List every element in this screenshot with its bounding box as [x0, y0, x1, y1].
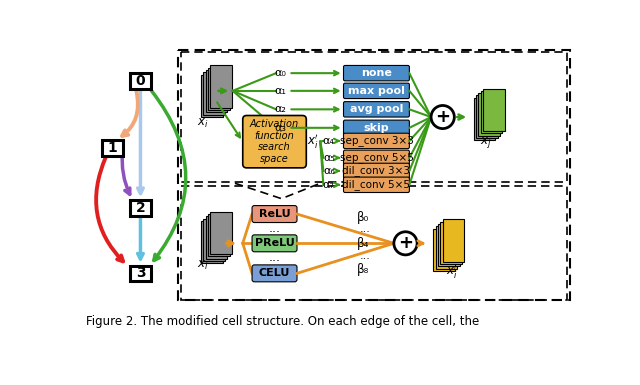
Bar: [208, 68, 230, 110]
Bar: [205, 70, 227, 112]
Bar: [204, 219, 225, 261]
Text: 2: 2: [136, 201, 145, 215]
Bar: [210, 212, 232, 254]
Text: ...: ...: [269, 222, 280, 235]
FancyBboxPatch shape: [344, 102, 410, 117]
Text: +: +: [435, 108, 450, 126]
Bar: [481, 91, 502, 133]
Bar: [180, 186, 568, 300]
Text: $x_i$: $x_i$: [196, 117, 208, 130]
Text: ReLU: ReLU: [259, 209, 291, 219]
Bar: [478, 93, 500, 136]
FancyBboxPatch shape: [344, 65, 410, 81]
Text: dil_conv 3×3: dil_conv 3×3: [342, 166, 410, 176]
FancyBboxPatch shape: [344, 133, 410, 149]
Text: $x_j$: $x_j$: [481, 135, 492, 150]
Circle shape: [394, 232, 417, 255]
Text: β₈: β₈: [356, 263, 369, 276]
Text: 1: 1: [108, 141, 117, 155]
Text: $x_i'$: $x_i'$: [307, 133, 319, 151]
Text: PReLU: PReLU: [255, 238, 294, 248]
FancyBboxPatch shape: [344, 83, 410, 99]
FancyBboxPatch shape: [344, 120, 410, 136]
Bar: [179, 50, 570, 300]
Bar: [210, 65, 232, 108]
Text: max pool: max pool: [348, 86, 405, 96]
Text: β₀: β₀: [356, 211, 369, 224]
Text: α₂: α₂: [275, 104, 287, 114]
Text: Figure 2. The modified cell structure. On each edge of the cell, the: Figure 2. The modified cell structure. O…: [86, 315, 479, 328]
Bar: [201, 75, 223, 117]
Bar: [474, 98, 495, 140]
Bar: [208, 214, 230, 256]
Text: ...: ...: [269, 251, 280, 264]
Circle shape: [431, 105, 454, 129]
Bar: [129, 73, 151, 89]
Bar: [476, 95, 498, 138]
FancyBboxPatch shape: [252, 265, 297, 282]
Bar: [180, 52, 568, 182]
Bar: [483, 89, 505, 131]
Text: ...: ...: [360, 251, 371, 261]
Text: α₅: α₅: [323, 153, 335, 163]
Bar: [440, 222, 462, 264]
Text: ...: ...: [360, 224, 371, 234]
Text: Activation
function
search
space: Activation function search space: [250, 119, 299, 164]
Text: α₄: α₄: [323, 136, 335, 146]
Text: skip: skip: [364, 123, 389, 133]
Text: α₆: α₆: [323, 166, 335, 176]
Text: $x_i'$: $x_i'$: [446, 263, 458, 281]
Text: CELU: CELU: [259, 268, 290, 278]
Bar: [436, 226, 458, 269]
Text: sep_conv 5×5: sep_conv 5×5: [339, 152, 413, 163]
Bar: [433, 229, 455, 271]
Text: $x_i$: $x_i$: [196, 259, 208, 272]
Bar: [129, 266, 151, 281]
Text: α₁: α₁: [275, 86, 287, 96]
Bar: [204, 72, 225, 115]
Text: avg pool: avg pool: [349, 104, 403, 114]
Text: dil_conv 5×5: dil_conv 5×5: [342, 179, 410, 190]
FancyBboxPatch shape: [243, 116, 307, 168]
Text: sep_conv 3×3: sep_conv 3×3: [339, 136, 413, 146]
FancyBboxPatch shape: [252, 206, 297, 223]
FancyBboxPatch shape: [252, 235, 297, 252]
Text: α₀: α₀: [275, 68, 287, 78]
Text: α₇: α₇: [323, 180, 335, 190]
Bar: [438, 224, 460, 266]
Text: α₃: α₃: [275, 123, 287, 133]
Bar: [205, 216, 227, 259]
Text: 3: 3: [136, 266, 145, 280]
Bar: [129, 200, 151, 216]
Text: β₄: β₄: [356, 237, 369, 250]
Bar: [201, 221, 223, 263]
Text: none: none: [361, 68, 392, 78]
Text: 0: 0: [136, 74, 145, 88]
Bar: [443, 219, 465, 262]
FancyBboxPatch shape: [344, 163, 410, 179]
FancyBboxPatch shape: [344, 150, 410, 166]
Bar: [102, 140, 124, 156]
Text: +: +: [398, 234, 413, 252]
FancyBboxPatch shape: [344, 177, 410, 192]
